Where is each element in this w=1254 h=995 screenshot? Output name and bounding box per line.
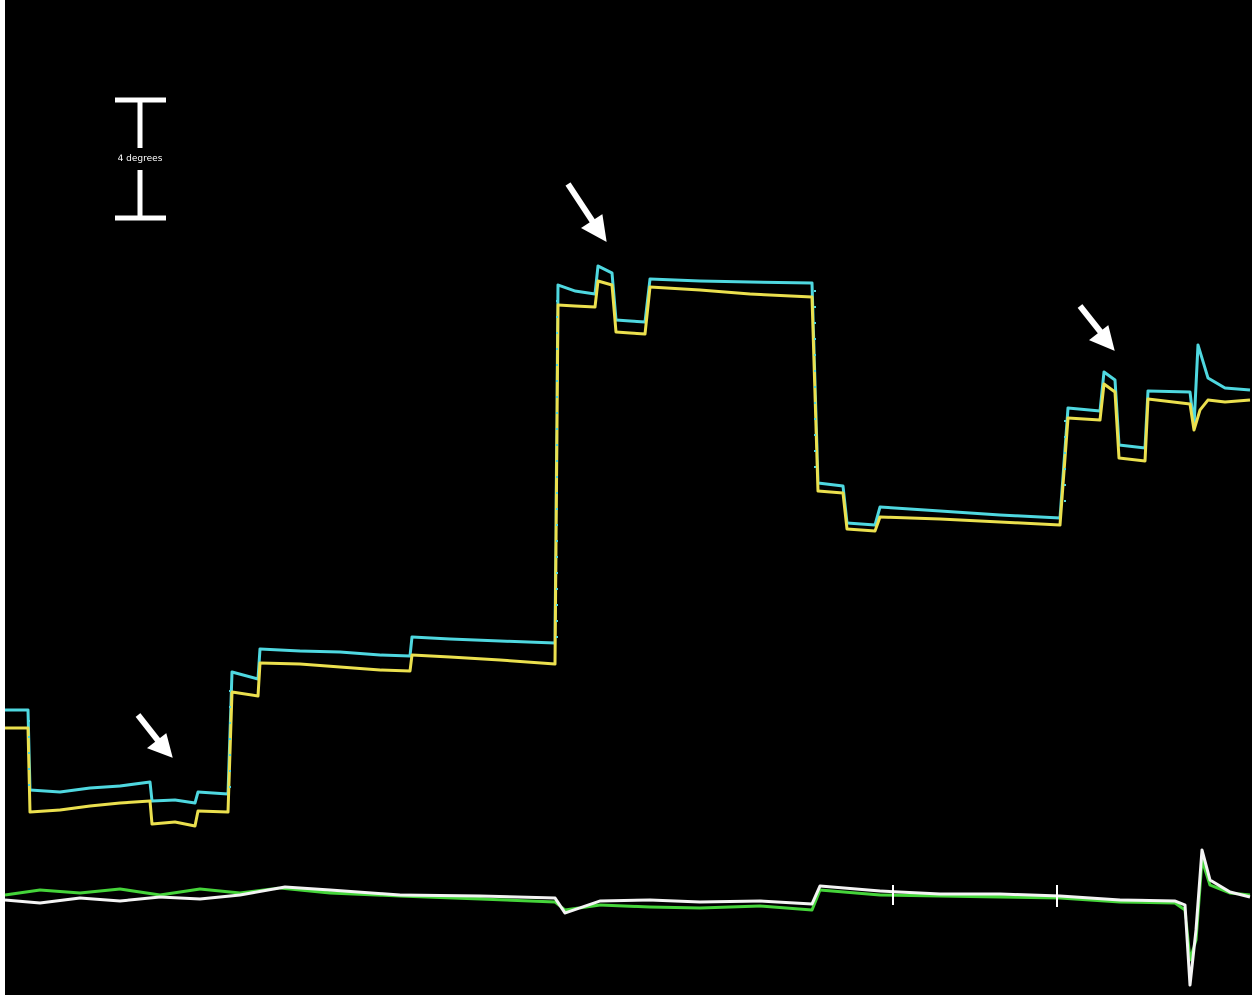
background [5, 0, 1252, 995]
scale-bar-label: 4 degrees [118, 154, 163, 164]
scale-bar: 4 degrees [115, 97, 166, 221]
yellow-trace [5, 279, 1251, 828]
transitions [28, 290, 1066, 795]
arrow-head [1089, 325, 1115, 351]
bottom-traces [4, 848, 1251, 987]
arrow-head [581, 214, 607, 242]
arrow-shaft [565, 182, 598, 227]
yellow-line [5, 279, 1251, 828]
arrow-shaft [1077, 304, 1106, 337]
arrow-head [146, 733, 173, 758]
white-line [4, 848, 1251, 987]
arrows [135, 182, 1115, 758]
arrow-shaft [135, 713, 163, 745]
